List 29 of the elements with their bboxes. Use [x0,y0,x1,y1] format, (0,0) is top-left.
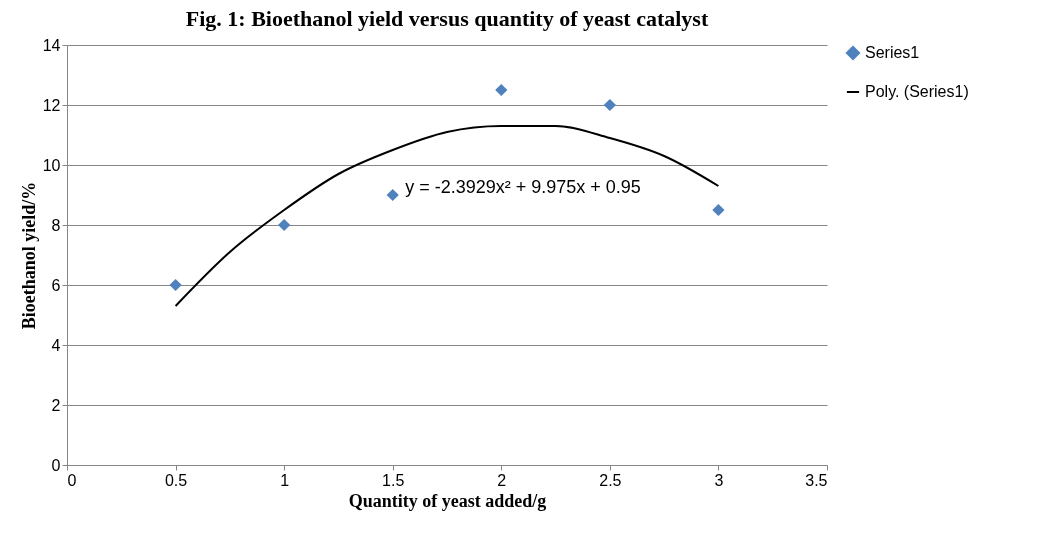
y-tick-label: 12 [42,96,61,114]
annotation: y = -2.3929x² + 9.975x + 0.95 [405,176,641,197]
point [169,278,182,292]
x-tick-label: 0 [67,471,77,489]
point [278,218,291,232]
x-tick-label: 0.5 [164,471,188,489]
y-tick-label: 8 [51,216,61,234]
legend-label: Poly. (Series1) [865,83,969,100]
x-tick-label: 1.5 [382,471,405,489]
y-tick-label: 10 [42,156,61,174]
x-tick-label: 2 [497,471,507,489]
point [495,83,508,97]
y-tick-label: 4 [51,336,61,354]
y-tick-label: 6 [51,276,61,294]
chart-title: Fig. 1: Bioethanol yield versus quantity of yeast catalyst [185,6,709,31]
x-tick-label: 1 [280,471,290,489]
x-tick-label: 3.5 [805,471,828,489]
x-axis-title: Quantity of yeast added/g [348,490,547,511]
line-series [174,125,720,307]
point [712,203,725,217]
y-tick-label: 0 [51,456,61,474]
y-tick-label: 2 [51,396,61,414]
point [603,98,616,112]
y-tick-label: 14 [42,36,61,54]
x-tick-label: 2.5 [599,471,622,489]
x-tick-label: 3 [714,471,724,489]
point [386,188,399,202]
legend-label: Series1 [865,44,920,61]
y-axis-title: Bioethanol yield/% [18,181,39,330]
